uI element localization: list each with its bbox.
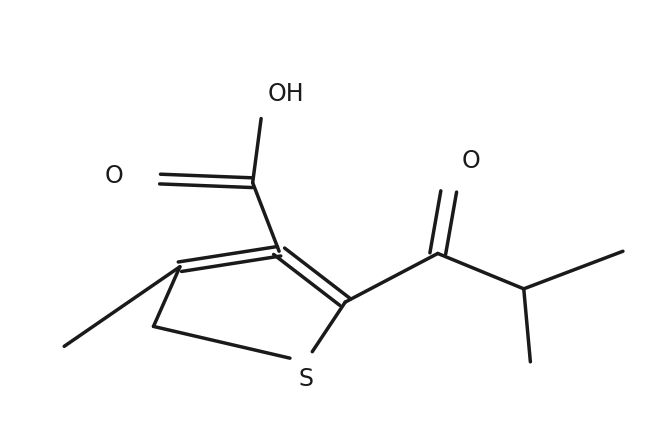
Text: OH: OH [268, 82, 304, 106]
Text: S: S [298, 368, 313, 392]
Text: O: O [104, 164, 123, 188]
Text: O: O [461, 149, 480, 173]
